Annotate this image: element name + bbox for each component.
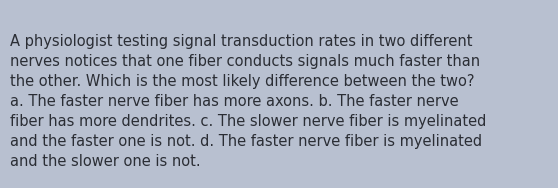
Text: A physiologist testing signal transduction rates in two different
nerves notices: A physiologist testing signal transducti… — [10, 34, 487, 169]
